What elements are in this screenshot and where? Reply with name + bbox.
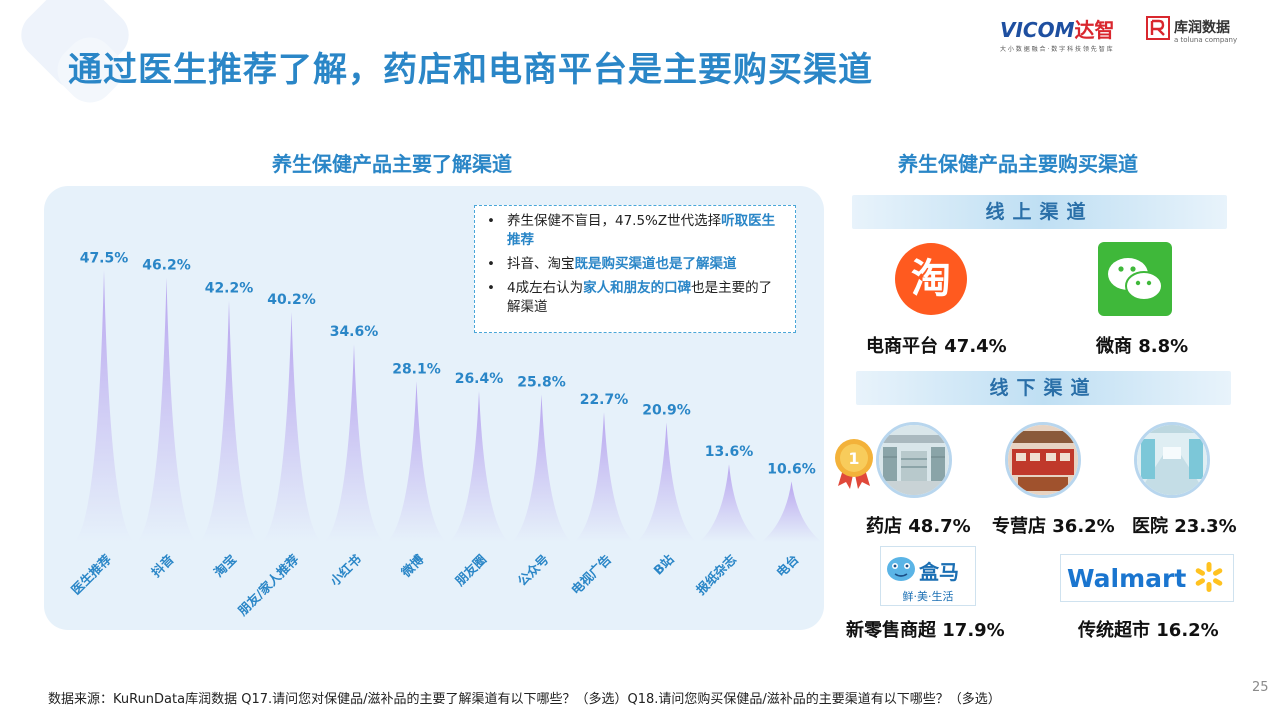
- insight-note-2: 抖音、淘宝既是购买渠道也是了解渠道: [487, 255, 785, 274]
- taobao-icon: 淘: [894, 242, 968, 316]
- chart-spike-5: [324, 344, 384, 542]
- offline-channel-hospital: 医院 23.3%: [1132, 516, 1237, 537]
- store-photo: [1005, 422, 1081, 498]
- offline-band: 线下渠道: [856, 371, 1231, 405]
- offline-channel-specialty-store: 专营店 36.2%: [992, 516, 1115, 537]
- chart-value-label-4: 40.2%: [267, 292, 316, 308]
- walmart-logo-text: Walmart: [1067, 564, 1186, 593]
- chart-category-label-1: 医生推荐: [68, 551, 114, 597]
- kurun-logo: 库润数据 a toluna company: [1146, 14, 1266, 50]
- online-band: 线上渠道: [852, 195, 1227, 229]
- chart-category-label-6: 微博: [398, 551, 427, 580]
- rank-medal-icon: 1: [832, 436, 876, 490]
- vitom-brand: VICOM: [1000, 18, 1075, 42]
- chart-value-label-1: 47.5%: [80, 250, 129, 266]
- hema-logo-sub: 鲜·美·生活: [903, 589, 954, 603]
- chart-value-label-6: 28.1%: [392, 361, 441, 377]
- chart-category-label-5: 小红书: [326, 551, 364, 589]
- chart-spike-4: [261, 312, 322, 542]
- chart-category-label-4: 朋友/家人推荐: [234, 551, 302, 619]
- chart-category-label-2: 抖音: [148, 551, 177, 580]
- chart-spike-6: [386, 381, 447, 542]
- vitom-tagline: 大 小 数 据 融 合 · 数 字 科 技 领 先 智 库: [1000, 46, 1113, 53]
- chart-category-label-8: 公众号: [514, 552, 551, 589]
- online-channel-wechat: 微商 8.8%: [1096, 336, 1189, 357]
- chart-spike-11: [699, 464, 759, 542]
- wechat-icon: [1098, 242, 1172, 316]
- page-title: 通过医生推荐了解，药店和电商平台是主要购买渠道: [68, 50, 873, 90]
- chart-value-label-9: 22.7%: [580, 392, 629, 408]
- right-section-title: 养生保健产品主要购买渠道: [898, 152, 1138, 176]
- insight-note-1: 养生保健不盲目，47.5%Z世代选择听取医生推荐: [487, 212, 785, 250]
- offline-channel-pharmacy: 药店 48.7%: [866, 516, 971, 537]
- offline-channel-new-retail: 新零售商超 17.9%: [846, 620, 1005, 641]
- chart-spike-8: [511, 394, 572, 542]
- hospital-photo: [1134, 422, 1210, 498]
- insight-note-box: 养生保健不盲目，47.5%Z世代选择听取医生推荐 抖音、淘宝既是购买渠道也是了解…: [474, 205, 796, 333]
- chart-value-label-5: 34.6%: [330, 324, 379, 340]
- data-source-footnote: 数据来源：KuRunData库润数据 Q17.请问您对保健品/滋补品的主要了解渠…: [48, 692, 1001, 707]
- chart-spike-10: [636, 422, 697, 542]
- chart-category-label-7: 朋友圈: [451, 552, 489, 590]
- walmart-logo: Walmart: [1060, 554, 1234, 602]
- kurun-cn: 库润数据: [1174, 20, 1230, 36]
- chart-spike-9: [574, 412, 634, 542]
- chart-spike-7: [449, 390, 509, 542]
- chart-spike-3: [199, 300, 259, 542]
- chart-category-label-9: 电视广告: [568, 551, 614, 597]
- chart-spike-1: [74, 270, 134, 542]
- hema-logo: 盒马 鲜·美·生活: [880, 546, 976, 606]
- rank-medal-number: 1: [848, 449, 859, 468]
- svg-text:淘: 淘: [911, 256, 951, 302]
- chart-spike-12: [761, 481, 822, 542]
- offline-channel-supermarket: 传统超市 16.2%: [1078, 620, 1219, 641]
- chart-category-label-10: B站: [650, 551, 677, 578]
- chart-category-label-11: 报纸杂志: [693, 551, 739, 597]
- page-number: 25: [1252, 680, 1269, 695]
- chart-spike-2: [136, 277, 197, 542]
- chart-value-label-11: 13.6%: [705, 444, 754, 460]
- vitom-logo: VICOM达智 大 小 数 据 融 合 · 数 字 科 技 领 先 智 库: [1000, 14, 1140, 53]
- kurun-en: a toluna company: [1174, 36, 1238, 44]
- chart-value-label-10: 20.9%: [642, 402, 691, 418]
- online-channel-ecommerce: 电商平台 47.4%: [866, 336, 1007, 357]
- left-section-title: 养生保健产品主要了解渠道: [272, 152, 512, 176]
- chart-category-label-12: 电台: [773, 552, 801, 580]
- kurun-mark-icon: [1146, 16, 1170, 40]
- chart-value-label-12: 10.6%: [767, 461, 816, 477]
- chart-value-label-7: 26.4%: [455, 371, 504, 387]
- chart-category-label-3: 淘宝: [211, 552, 239, 580]
- insight-note-3: 4成左右认为家人和朋友的口碑也是主要的了解渠道: [487, 279, 785, 317]
- hema-logo-text: 盒马: [918, 560, 959, 584]
- chart-value-label-2: 46.2%: [142, 258, 191, 274]
- pharmacy-photo: [876, 422, 952, 498]
- chart-value-label-8: 25.8%: [517, 374, 566, 390]
- vitom-cn: 达智: [1074, 18, 1115, 42]
- chart-value-label-3: 42.2%: [205, 281, 254, 297]
- awareness-channel-chart: 47.5% 医生推荐 46.2% 抖音 42.2% 淘宝 40.2% 朋友/家人推荐 34.6%…: [68, 250, 822, 619]
